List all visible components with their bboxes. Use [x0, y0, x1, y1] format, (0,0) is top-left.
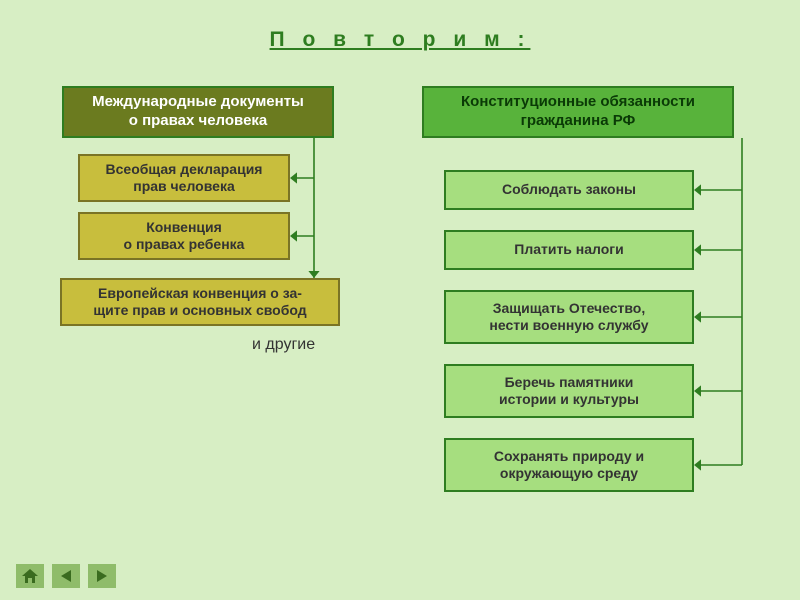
home-icon[interactable]	[16, 564, 44, 588]
next-icon[interactable]	[88, 564, 116, 588]
right-header: Конституционные обязанностигражданина РФ	[422, 86, 734, 138]
left-header: Международные документыо правах человека	[62, 86, 334, 138]
prev-icon[interactable]	[52, 564, 80, 588]
right-item-2: Защищать Отечество,нести военную службу	[444, 290, 694, 344]
right-item-0: Соблюдать законы	[444, 170, 694, 210]
right-item-1: Платить налоги	[444, 230, 694, 270]
left-item-0: Всеобщая декларацияправ человека	[78, 154, 290, 202]
right-item-3: Беречь памятникиистории и культуры	[444, 364, 694, 418]
left-item-2: Европейская конвенция о за-щите прав и о…	[60, 278, 340, 326]
left-item-1: Конвенцияо правах ребенка	[78, 212, 290, 260]
page-title: П о в т о р и м :	[0, 28, 800, 52]
left-footer: и другие	[252, 336, 315, 354]
nav-controls	[16, 564, 116, 588]
right-item-4: Сохранять природу иокружающую среду	[444, 438, 694, 492]
